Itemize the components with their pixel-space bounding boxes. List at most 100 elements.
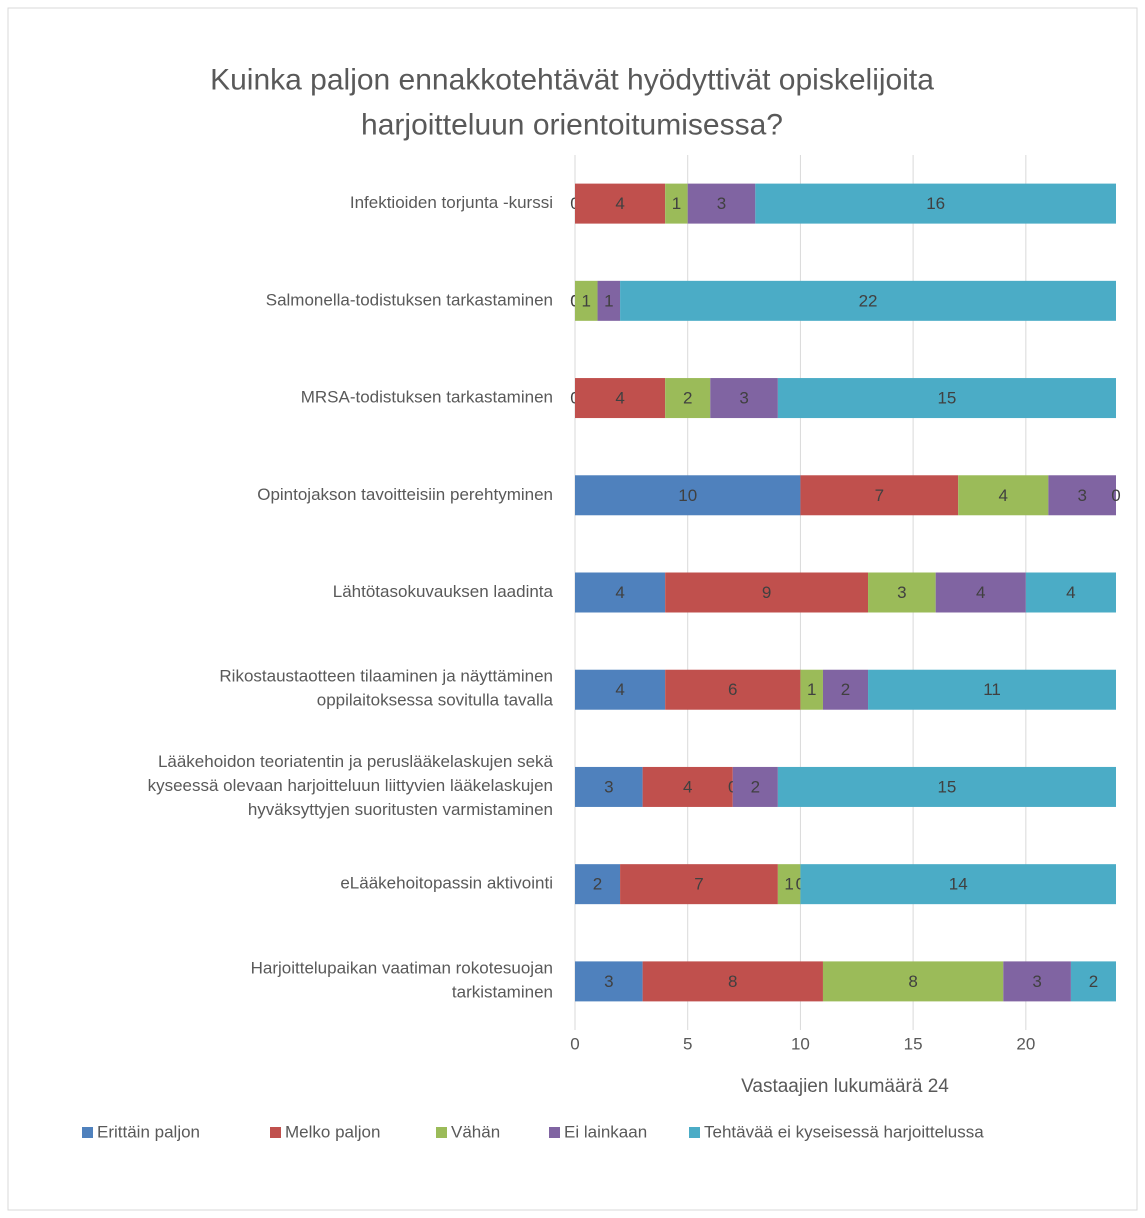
legend-swatch <box>82 1127 93 1138</box>
bar-segment <box>1025 572 1116 613</box>
bar-segment <box>597 280 621 321</box>
legend-label: Erittäin paljon <box>97 1122 200 1141</box>
y-tick-label: Salmonella-todistuksen tarkastaminen <box>266 290 553 309</box>
bar-segment <box>642 961 823 1002</box>
data-label: 15 <box>937 389 956 408</box>
bar-segment <box>800 669 823 710</box>
legend-label: Melko paljon <box>285 1122 380 1141</box>
data-label: 1 <box>672 194 681 213</box>
data-label: 1 <box>582 291 591 310</box>
data-label: 6 <box>728 680 737 699</box>
data-label: 4 <box>615 583 624 602</box>
y-tick-label: MRSA-todistuksen tarkastaminen <box>301 388 553 407</box>
data-label: 1 <box>784 875 793 894</box>
bar-segment <box>800 475 959 516</box>
data-label: 11 <box>983 680 1001 699</box>
bar-segment <box>868 572 936 613</box>
legend-label: Ei lainkaan <box>564 1122 647 1141</box>
bar-segment <box>575 961 643 1002</box>
data-label: 2 <box>683 389 692 408</box>
data-label: 4 <box>615 680 624 699</box>
x-axis-label: Vastaajien lukumäärä 24 <box>741 1076 949 1097</box>
legend-swatch <box>689 1127 700 1138</box>
y-tick-label: Rikostaustaotteen tilaaminen ja näyttämi… <box>219 667 553 710</box>
bar-segment <box>575 766 643 807</box>
bar-segment <box>710 378 778 419</box>
bar-segment <box>620 864 778 905</box>
bar-segment <box>822 669 869 710</box>
data-label: 4 <box>683 777 692 796</box>
data-label: 7 <box>694 875 703 894</box>
bar-segment <box>800 864 1116 905</box>
chart-title: Kuinka paljon ennakkotehtävät hyödyttivä… <box>210 63 934 141</box>
data-label: 2 <box>751 777 760 796</box>
data-label: 10 <box>678 486 697 505</box>
data-label: 4 <box>615 389 624 408</box>
legend-label: Tehtävää ei kyseisessä harjoittelussa <box>704 1122 984 1141</box>
data-label: 2 <box>593 875 602 894</box>
bar-segment <box>755 183 1116 224</box>
bar-segment <box>935 572 1026 613</box>
data-label: 15 <box>937 777 956 796</box>
data-label: 4 <box>999 486 1008 505</box>
bar-segment <box>1070 961 1116 1002</box>
bar-segment <box>822 961 1004 1002</box>
bar-segment <box>575 572 666 613</box>
y-tick-label: Lääkehoidon teoriatentin ja peruslääkela… <box>148 752 554 819</box>
data-label: 3 <box>604 777 613 796</box>
data-label: 14 <box>949 875 968 894</box>
data-label: 0 <box>1111 486 1120 505</box>
data-label: 2 <box>841 680 850 699</box>
bar-segment <box>575 475 801 516</box>
bar-segment <box>732 766 778 807</box>
bar-segment <box>665 669 801 710</box>
data-label: 4 <box>615 194 624 213</box>
data-label: 3 <box>739 389 748 408</box>
data-label: 9 <box>762 583 771 602</box>
y-tick-label: Infektioiden torjunta -kurssi <box>350 193 553 212</box>
legend-swatch <box>270 1127 281 1138</box>
bar-segment <box>665 572 869 613</box>
data-label: 1 <box>807 680 816 699</box>
data-label: 16 <box>926 194 945 213</box>
x-tick-label: 0 <box>570 1034 579 1053</box>
data-label: 3 <box>1032 972 1041 991</box>
data-label: 3 <box>897 583 906 602</box>
data-label: 22 <box>859 291 878 310</box>
bar-segment <box>575 183 666 224</box>
bar-segment <box>575 378 666 419</box>
bar-segment <box>620 280 1116 321</box>
bar-segment <box>665 378 711 419</box>
data-label: 2 <box>1089 972 1098 991</box>
bar-segment <box>687 183 756 224</box>
data-label: 3 <box>1077 486 1086 505</box>
data-label: 3 <box>604 972 613 991</box>
data-label: 4 <box>1066 583 1075 602</box>
data-label: 8 <box>728 972 737 991</box>
x-tick-label: 15 <box>904 1034 923 1053</box>
bar-segment <box>575 669 666 710</box>
bar-segment <box>777 864 801 905</box>
x-tick-label: 20 <box>1016 1034 1035 1053</box>
bar-segment <box>1003 961 1071 1002</box>
bar-segment <box>958 475 1049 516</box>
bar-segment <box>1048 475 1116 516</box>
legend-swatch <box>549 1127 560 1138</box>
bar-segment <box>868 669 1116 710</box>
bar-segment <box>777 766 1116 807</box>
data-label: 1 <box>604 291 613 310</box>
x-tick-label: 5 <box>683 1034 692 1053</box>
data-label: 3 <box>717 194 726 213</box>
y-tick-label: Harjoittelupaikan vaatiman rokotesuojan t… <box>251 959 553 1002</box>
data-label: 8 <box>908 972 917 991</box>
x-tick-label: 10 <box>791 1034 810 1053</box>
legend-label: Vähän <box>451 1122 500 1141</box>
bar-segment <box>777 378 1116 419</box>
data-label: 7 <box>875 486 884 505</box>
bar-segment <box>642 766 733 807</box>
bar-segment <box>575 280 598 321</box>
legend-swatch <box>436 1127 447 1138</box>
y-tick-label: eLääkehoitopassin aktivointi <box>340 874 553 893</box>
y-tick-label: Opintojakson tavoitteisiin perehtyminen <box>257 485 553 504</box>
